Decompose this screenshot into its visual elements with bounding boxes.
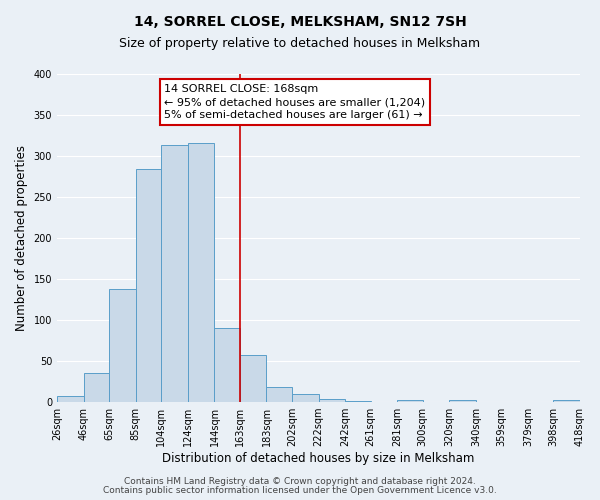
Bar bbox=[214, 328, 240, 402]
Bar bbox=[449, 400, 476, 402]
Bar bbox=[109, 289, 136, 402]
Bar bbox=[84, 374, 109, 402]
Text: Size of property relative to detached houses in Melksham: Size of property relative to detached ho… bbox=[119, 38, 481, 51]
Text: Contains public sector information licensed under the Open Government Licence v3: Contains public sector information licen… bbox=[103, 486, 497, 495]
X-axis label: Distribution of detached houses by size in Melksham: Distribution of detached houses by size … bbox=[163, 452, 475, 465]
Bar bbox=[57, 396, 84, 402]
Bar bbox=[397, 400, 422, 402]
Text: 14, SORREL CLOSE, MELKSHAM, SN12 7SH: 14, SORREL CLOSE, MELKSHAM, SN12 7SH bbox=[134, 15, 466, 29]
Bar bbox=[266, 388, 292, 402]
Bar bbox=[553, 400, 580, 402]
Bar bbox=[161, 146, 188, 402]
Y-axis label: Number of detached properties: Number of detached properties bbox=[15, 145, 28, 331]
Bar bbox=[136, 169, 161, 402]
Bar bbox=[188, 143, 214, 402]
Bar bbox=[240, 356, 266, 402]
Text: 14 SORREL CLOSE: 168sqm
← 95% of detached houses are smaller (1,204)
5% of semi-: 14 SORREL CLOSE: 168sqm ← 95% of detache… bbox=[164, 84, 425, 120]
Bar bbox=[292, 394, 319, 402]
Text: Contains HM Land Registry data © Crown copyright and database right 2024.: Contains HM Land Registry data © Crown c… bbox=[124, 477, 476, 486]
Bar bbox=[319, 399, 345, 402]
